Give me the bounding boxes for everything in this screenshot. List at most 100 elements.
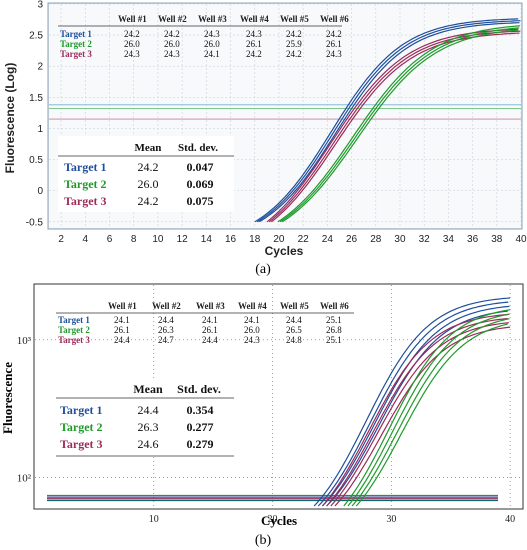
summary-mean: 26.0 (138, 177, 159, 191)
wells-cell: 24.4 (158, 315, 174, 325)
wells-cell: 24.3 (244, 335, 260, 345)
wells-header: Well #5 (280, 14, 309, 24)
summary-mean: 24.4 (138, 403, 159, 417)
wells-cell: 25.9 (286, 39, 302, 49)
wells-cell: 24.3 (124, 49, 140, 59)
summary-sd: 0.354 (187, 403, 214, 417)
y-tick-labels-a: -0.5 0 0.5 1 1.5 2 2.5 3 (26, 0, 44, 228)
summary-row-target: Target 1 (64, 160, 107, 174)
x-tick-labels-a: 2 4 6 8 10 12 14 16 18 20 22 24 26 28 30 32 34 36 38 40 (58, 234, 527, 245)
amplification-curve (334, 326, 511, 507)
amplification-curve (279, 27, 520, 223)
summary-box (58, 136, 234, 212)
x-tick-label: 34 (443, 234, 455, 245)
wells-cell: 24.2 (286, 29, 302, 39)
chart-panel-b: 10 20 30 40 10² 10³ Cycles Fluorescence Well… (0, 283, 524, 548)
wells-header: Well #3 (198, 14, 227, 24)
wells-row-target: Target 1 (60, 29, 92, 39)
summary-sd: 0.069 (187, 177, 214, 191)
wells-cell: 24.2 (286, 49, 302, 59)
summary-mean: 24.2 (138, 160, 159, 174)
x-axis-label-a: Cycles (265, 244, 304, 258)
amplification-curve (317, 301, 509, 507)
wells-row-target: Target 2 (60, 39, 92, 49)
amplification-curve (256, 20, 521, 223)
x-tick-label: 14 (201, 234, 213, 245)
summary-row-target: Target 1 (60, 403, 103, 417)
y-tick-label: -0.5 (26, 217, 44, 228)
wells-cell: 24.2 (246, 49, 262, 59)
x-tick-label: 2 (58, 234, 64, 245)
summary-row-target: Target 2 (64, 177, 107, 191)
x-tick-label: 26 (346, 234, 358, 245)
summary-row-target: Target 3 (60, 437, 103, 451)
panel-label-b: (b) (255, 533, 272, 548)
wells-header: Well #6 (320, 14, 349, 24)
x-tick-label: 38 (491, 234, 503, 245)
summary-sd: 0.047 (187, 160, 214, 174)
panel-label-a: (a) (255, 262, 271, 277)
amplification-curve (343, 309, 511, 507)
wells-cell: 24.3 (246, 29, 262, 39)
amplification-curve (313, 297, 511, 507)
wells-cell: 25.1 (326, 315, 342, 325)
summary-header-sd: Std. dev. (177, 382, 221, 396)
wells-cell: 26.5 (286, 325, 302, 335)
x-tick-label: 12 (177, 234, 189, 245)
amplification-curve (277, 25, 521, 223)
wells-header: Well #5 (280, 301, 309, 311)
x-tick-label: 24 (322, 234, 334, 245)
wells-header: Well #1 (118, 14, 147, 24)
x-axis-label-b: Cycles (261, 513, 297, 528)
wells-cell: 26.8 (326, 325, 342, 335)
wells-header: Well #2 (158, 14, 187, 24)
x-tick-labels-b: 10 20 30 40 (149, 514, 515, 525)
wells-row-target: Target 3 (60, 49, 92, 59)
wells-cell: 24.2 (164, 29, 180, 39)
threshold-lines-a (49, 104, 521, 120)
summary-mean: 26.3 (138, 420, 159, 434)
y-axis-label-a: Fluorescence (Log) (3, 63, 17, 174)
x-tick-label: 30 (386, 514, 396, 525)
wells-table-b: Well #1 Well #2 Well #3 Well #4 Well #5 Well … (56, 301, 354, 345)
x-tick-label: 22 (298, 234, 310, 245)
summary-header-mean: Mean (133, 382, 163, 396)
wells-cell: 24.7 (158, 335, 174, 345)
wells-cell: 26.1 (326, 39, 342, 49)
x-tick-label: 20 (268, 514, 278, 525)
summary-table-a: Mean Std. dev. Target 1 24.2 0.047 Target 2 26… (58, 136, 234, 212)
wells-cell: 26.3 (158, 325, 174, 335)
amplification-curve (258, 22, 520, 223)
x-tick-label: 6 (107, 234, 113, 245)
wells-cell: 26.0 (244, 325, 260, 335)
x-tick-label: 20 (273, 234, 285, 245)
wells-header: Well #4 (238, 301, 267, 311)
summary-sd: 0.277 (187, 420, 214, 434)
chart-panel-a: 2 4 6 8 10 12 14 16 18 20 22 24 26 28 30 32 34 36 38 40 -0.… (3, 0, 527, 277)
y-axis-label-b: Fluorescence (0, 362, 15, 434)
summary-header-mean: Mean (135, 142, 162, 154)
wells-cell: 24.8 (286, 335, 302, 345)
y-tick-label: 10² (17, 472, 32, 484)
summary-mean: 24.6 (138, 437, 159, 451)
wells-cell: 26.0 (164, 39, 180, 49)
wells-cell: 24.3 (164, 49, 180, 59)
summary-row-target: Target 3 (64, 194, 107, 208)
wells-header: Well #4 (240, 14, 269, 24)
wells-cell: 24.4 (286, 315, 302, 325)
x-tick-label: 28 (370, 234, 382, 245)
wells-cell: 24.1 (202, 315, 218, 325)
amplification-curve (254, 18, 519, 223)
y-tick-label: 0 (37, 186, 43, 197)
x-tick-label: 18 (249, 234, 261, 245)
gridlines-a (49, 3, 522, 228)
x-tick-label: 8 (131, 234, 137, 245)
x-tick-label: 10 (149, 514, 159, 525)
wells-cell: 24.3 (326, 49, 342, 59)
wells-cell: 24.4 (202, 335, 218, 345)
summary-box (56, 378, 234, 456)
amplification-curve (321, 305, 510, 507)
amplification-curve (330, 322, 509, 507)
threshold-lines-b (47, 494, 498, 502)
y-tick-label: 0.5 (29, 155, 43, 166)
